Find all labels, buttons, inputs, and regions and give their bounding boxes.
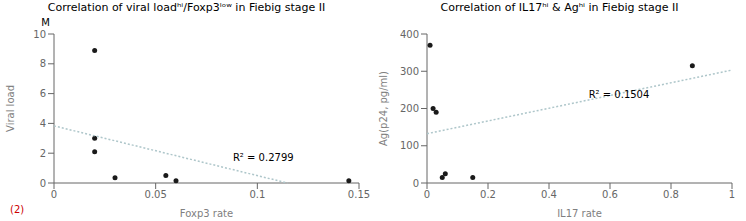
svg-text:0.1: 0.1 xyxy=(249,189,265,200)
svg-text:0.6: 0.6 xyxy=(602,189,618,200)
svg-text:0.05: 0.05 xyxy=(145,189,167,200)
html-text:Correlation of IL17ʰⁱ & Agʰⁱ i: Correlation of IL17ʰⁱ & Agʰⁱ in Fiebig s… xyxy=(440,1,679,14)
svg-text:400: 400 xyxy=(400,29,419,40)
svg-text:0: 0 xyxy=(424,189,430,200)
svg-text:2: 2 xyxy=(40,148,46,159)
html-text:Correlation of viral loadʰⁱ/Fo: Correlation of viral loadʰⁱ/Foxp3ˡᵒʷ in … xyxy=(47,1,326,14)
svg-text:0.2: 0.2 xyxy=(480,189,496,200)
svg-text:6: 6 xyxy=(40,88,46,99)
svg-text:M: M xyxy=(41,17,50,28)
svg-text:0: 0 xyxy=(51,189,57,200)
svg-text:0: 0 xyxy=(40,178,46,189)
svg-text:0: 0 xyxy=(413,178,419,189)
svg-text:Viral load: Viral load xyxy=(8,85,16,132)
svg-text:1: 1 xyxy=(729,189,735,200)
svg-text:0.15: 0.15 xyxy=(348,189,370,200)
svg-text:R² = 0.1504: R² = 0.1504 xyxy=(589,89,650,100)
svg-text:(2): (2) xyxy=(10,204,24,215)
svg-text:R² = 0.2799: R² = 0.2799 xyxy=(233,152,294,163)
svg-text:300: 300 xyxy=(400,66,419,77)
svg-text:Foxp3 rate: Foxp3 rate xyxy=(180,208,233,219)
svg-text:200: 200 xyxy=(400,103,419,114)
svg-text:Ag(p24, pg/ml): Ag(p24, pg/ml) xyxy=(378,71,389,146)
svg-text:4: 4 xyxy=(40,118,46,129)
svg-text:8: 8 xyxy=(40,58,46,69)
svg-text:0.8: 0.8 xyxy=(663,189,679,200)
svg-text:0.4: 0.4 xyxy=(541,189,557,200)
svg-text:100: 100 xyxy=(400,140,419,151)
svg-text:10: 10 xyxy=(33,29,46,40)
svg-text:IL17 rate: IL17 rate xyxy=(557,208,602,219)
